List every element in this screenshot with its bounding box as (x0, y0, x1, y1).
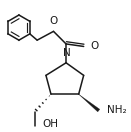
Text: NH₂: NH₂ (107, 105, 127, 115)
Text: OH: OH (42, 119, 58, 129)
Text: N: N (63, 48, 71, 58)
Text: O: O (49, 16, 58, 26)
Text: O: O (90, 41, 98, 51)
Polygon shape (79, 94, 100, 112)
